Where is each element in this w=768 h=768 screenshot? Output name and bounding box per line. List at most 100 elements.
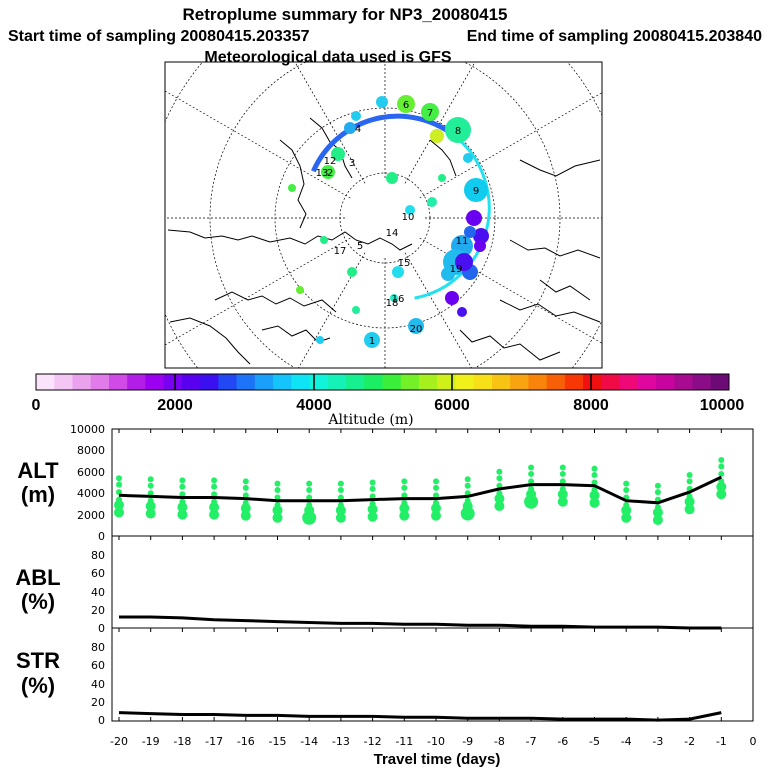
alt-scatter-point xyxy=(242,492,249,499)
coastline xyxy=(429,139,457,177)
alt-scatter-point xyxy=(369,500,376,507)
abl-ytick: 0 xyxy=(98,622,105,635)
alt-scatter-point xyxy=(401,478,408,485)
plume-marker xyxy=(445,291,459,305)
plume-marker xyxy=(364,332,380,348)
alt-scatter-point xyxy=(431,510,441,521)
alt-scatter-point xyxy=(559,478,566,485)
colorbar-swatch xyxy=(254,374,274,390)
plume-marker xyxy=(464,178,488,202)
alt-scatter-point xyxy=(306,501,313,508)
meridian-line xyxy=(165,90,351,199)
alt-scatter-point xyxy=(211,491,218,498)
abl-ytick: 40 xyxy=(91,586,105,599)
alt-yticks: 10000 8000 6000 4000 2000 0 xyxy=(70,423,105,543)
plume-marker xyxy=(392,266,404,278)
plume-day-label: 16 xyxy=(392,294,405,305)
figure-title: Retroplume summary for NP3_20080415 xyxy=(182,5,507,24)
alt-scatter-point xyxy=(496,475,503,482)
colorbar-swatch xyxy=(309,374,329,390)
str-ytick: 60 xyxy=(91,659,105,672)
meridian-line xyxy=(404,62,476,184)
alt-scatter-point xyxy=(399,510,410,521)
x-tick-label: -15 xyxy=(269,735,287,748)
x-tick-label: 0 xyxy=(750,735,757,748)
alt-scatter-point xyxy=(147,490,154,497)
meridian-line xyxy=(165,237,351,346)
plume-day-label: 15 xyxy=(398,258,411,269)
x-tick-label: -8 xyxy=(494,735,505,748)
colorbar-frame xyxy=(35,373,730,391)
alt-scatter-point xyxy=(559,470,566,477)
coastline xyxy=(167,229,357,245)
alt-scatter-point xyxy=(116,475,122,482)
plume-marker xyxy=(352,306,360,314)
colorbar-swatch xyxy=(455,374,475,390)
colorbar-swatch xyxy=(90,374,110,390)
alt-scatter-point xyxy=(337,480,344,487)
alt-scatter-point xyxy=(718,463,725,470)
colorbar-swatch xyxy=(54,374,73,390)
alt-ytick: 8000 xyxy=(77,444,105,457)
coastline xyxy=(309,117,353,179)
alt-scatter-point xyxy=(114,499,124,510)
alt-scatter-point xyxy=(494,493,505,504)
alt-scatter-point xyxy=(306,480,313,487)
start-time: Start time of sampling 20080415.203357 xyxy=(8,28,310,45)
alt-scatter-point xyxy=(242,499,249,506)
alt-scatter-point xyxy=(306,486,313,493)
alt-scatter-point xyxy=(302,510,317,525)
alt-scatter-point xyxy=(623,486,630,493)
plume-day-label: 12 xyxy=(324,156,337,167)
colorbar-swatch xyxy=(528,374,548,390)
cb-tick: 6000 xyxy=(434,397,470,414)
plume-marker xyxy=(438,174,446,182)
abl-ytick: 80 xyxy=(91,549,105,562)
alt-scatter-point xyxy=(654,482,661,489)
alt-scatter-point xyxy=(116,481,122,488)
colorbar-swatch xyxy=(364,374,383,390)
plume-marker xyxy=(321,165,335,179)
colorbar-swatch xyxy=(163,374,183,390)
str-yticks: 80 60 40 20 0 xyxy=(91,641,105,727)
coastline xyxy=(279,139,307,229)
cb-tick: 0 xyxy=(32,397,41,414)
alt-scatter-point xyxy=(209,509,220,520)
met-data-note: Meteorological data used is GFS xyxy=(204,49,451,66)
colorbar-swatch xyxy=(181,374,201,390)
colorbar-swatch xyxy=(619,374,639,390)
plume-marker xyxy=(344,122,356,134)
plume-day-label: 19 xyxy=(450,264,463,275)
alt-scatter-point xyxy=(306,494,313,501)
colorbar-swatch xyxy=(400,374,420,390)
alt-scatter-point xyxy=(684,496,695,507)
coastlines xyxy=(167,117,601,365)
meridian-line xyxy=(419,237,602,344)
alt-scatter-point xyxy=(337,494,344,501)
cb-tick: 4000 xyxy=(296,397,332,414)
alt-scatter-point xyxy=(524,494,539,509)
alt-scatter-point xyxy=(528,478,535,485)
alt-scatter-point xyxy=(240,510,251,521)
plume-day-label: 17 xyxy=(334,246,347,257)
coastline xyxy=(519,159,601,177)
alt-scatter-point xyxy=(716,481,727,492)
colorbar-swatch xyxy=(473,374,493,390)
alt-ytick: 6000 xyxy=(77,466,105,479)
plume-marker xyxy=(427,197,437,207)
alt-scatter-point xyxy=(337,501,344,508)
alt-scatter-point xyxy=(145,508,156,519)
alt-scatter-point xyxy=(464,482,471,489)
colorbar-swatch xyxy=(656,374,675,390)
alt-scatter-point xyxy=(211,483,218,490)
alt-scatter-point xyxy=(591,479,598,486)
alt-scatter-point xyxy=(433,492,439,499)
x-tick-label: -9 xyxy=(462,735,473,748)
alt-label: ALT xyxy=(17,458,59,483)
plume-marker xyxy=(288,184,296,192)
alt-scatter-point xyxy=(654,504,661,511)
coastline xyxy=(169,317,251,365)
plume-marker xyxy=(390,294,398,302)
